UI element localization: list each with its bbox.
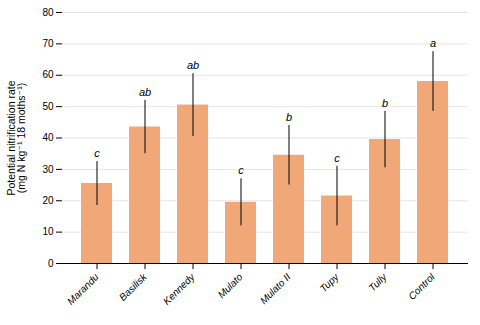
svg-text:80: 80	[42, 7, 54, 18]
svg-text:ab: ab	[139, 86, 151, 98]
svg-text:Marandu: Marandu	[65, 271, 101, 307]
svg-text:Mulato: Mulato	[216, 271, 245, 300]
svg-text:0: 0	[48, 258, 54, 269]
svg-text:a: a	[430, 37, 436, 49]
svg-text:c: c	[238, 164, 244, 176]
svg-text:c: c	[334, 152, 340, 164]
svg-text:Control: Control	[406, 271, 437, 302]
svg-text:30: 30	[42, 164, 54, 175]
svg-text:ab: ab	[187, 59, 199, 71]
svg-text:Tupy: Tupy	[318, 271, 342, 295]
svg-text:Kennedy: Kennedy	[161, 271, 197, 307]
svg-text:Tully: Tully	[366, 271, 389, 294]
svg-text:70: 70	[42, 38, 54, 49]
svg-text:60: 60	[42, 69, 54, 80]
svg-text:Mulato II: Mulato II	[258, 271, 293, 306]
svg-text:b: b	[286, 111, 292, 123]
svg-text:b: b	[382, 97, 388, 109]
svg-text:50: 50	[42, 101, 54, 112]
svg-text:10: 10	[42, 226, 54, 237]
svg-text:Basilisk: Basilisk	[117, 271, 149, 303]
svg-text:c: c	[94, 147, 100, 159]
svg-text:20: 20	[42, 195, 54, 206]
svg-text:Potential nitrification rate(m: Potential nitrification rate(mg N kg⁻¹ 1…	[5, 80, 28, 195]
svg-text:40: 40	[42, 132, 54, 143]
